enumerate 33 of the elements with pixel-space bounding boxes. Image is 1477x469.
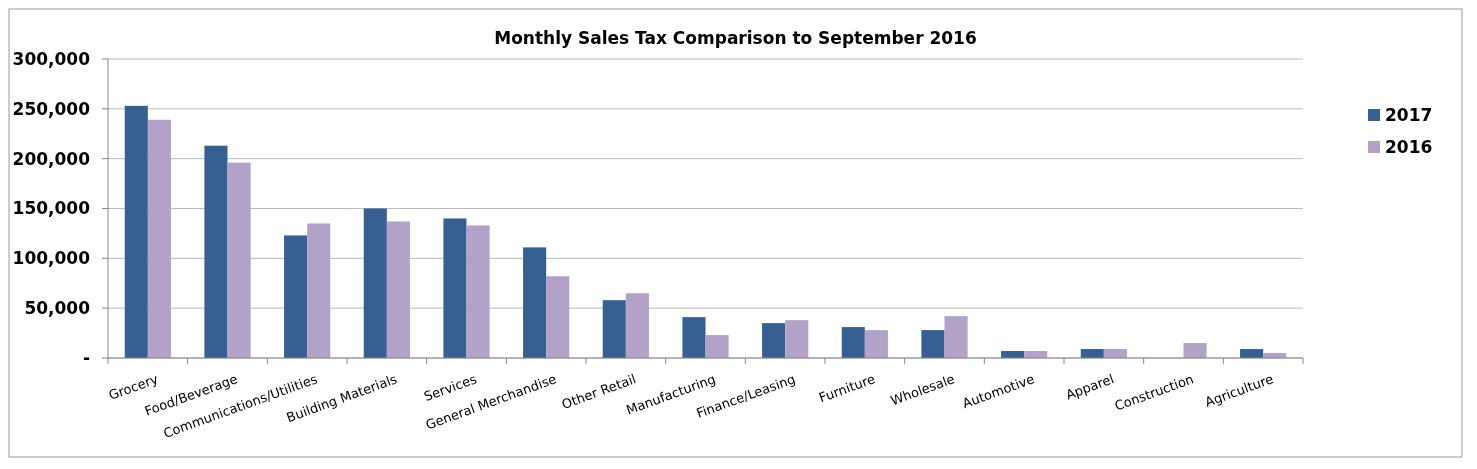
bar [466,225,490,358]
y-tick-label: 150,000 [12,198,91,219]
bar [864,330,888,358]
y-tick-label: - [82,347,90,368]
bar [682,317,706,358]
bar [227,162,251,358]
bar [147,119,171,358]
bar [705,335,729,358]
bar [284,235,308,358]
bar [841,327,865,358]
y-tick-label: 250,000 [12,98,91,119]
bar [124,105,148,358]
bar [921,330,945,358]
bar [944,316,968,358]
bar [307,223,331,358]
chart-title: Monthly Sales Tax Comparison to September 2016 [494,28,977,48]
bar [625,293,649,358]
bar [443,218,467,358]
y-tick-label: 100,000 [12,248,91,269]
bar [546,276,570,358]
legend-label: 2017 [1385,104,1433,125]
bar [1183,343,1207,358]
bar [363,208,387,358]
y-tick-label: 200,000 [12,148,91,169]
bar [523,247,547,358]
legend-label: 2016 [1385,136,1433,157]
y-tick-label: 50,000 [24,298,91,319]
y-tick-label: 300,000 [12,48,91,69]
bar [386,221,410,358]
bar [602,300,626,358]
bar [785,320,809,358]
bar [204,145,228,358]
bar [762,323,786,358]
